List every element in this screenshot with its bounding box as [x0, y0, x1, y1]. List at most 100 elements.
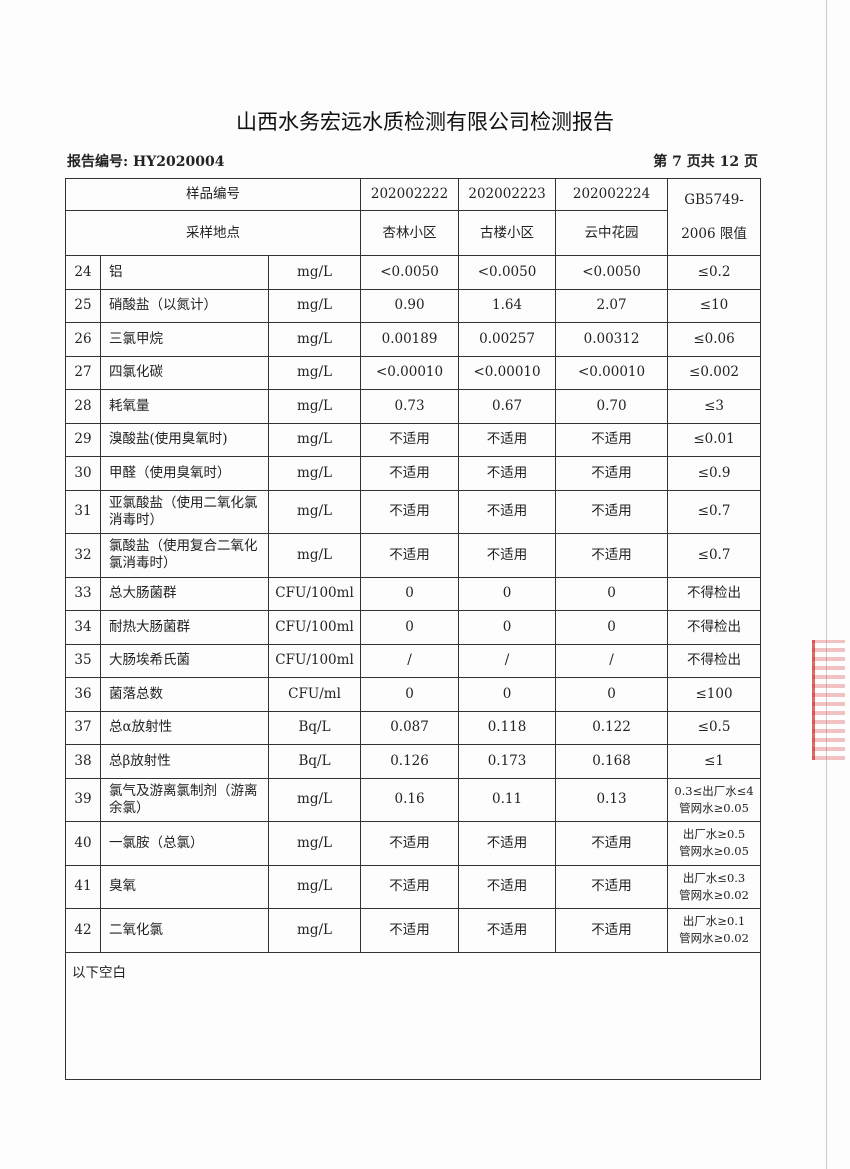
- row-number: 35: [65, 643, 101, 678]
- limit-value: 0.3≤出厂水≤4 管网水≥0.05: [667, 777, 762, 822]
- result-value: 不适用: [555, 821, 669, 866]
- results-table: 样品编号 202002222 202002223 202002224 GB574…: [64, 178, 762, 1080]
- result-value: 不适用: [458, 908, 557, 953]
- result-value: 0.168: [555, 744, 669, 779]
- result-value: 不适用: [458, 456, 557, 491]
- page-edge: [826, 0, 827, 1169]
- unit: mg/L: [267, 255, 362, 290]
- row-number: 27: [65, 355, 101, 390]
- item-name: 氯酸盐（使用复合二氧化氯消毒时）: [100, 533, 269, 578]
- result-value: /: [555, 643, 669, 678]
- item-name: 耗氧量: [100, 389, 269, 424]
- item-name: 硝酸盐（以氮计）: [100, 288, 269, 323]
- row-number: 31: [65, 489, 101, 534]
- result-value: 0: [458, 677, 557, 712]
- table-row: 33 总大肠菌群 CFU/100ml 0 0 0 不得检出: [65, 576, 762, 611]
- site-label: 采样地点: [64, 210, 362, 256]
- limit-value: 不得检出: [667, 643, 762, 678]
- site: 杏林小区: [360, 210, 460, 256]
- result-value: 不适用: [458, 533, 557, 578]
- limit-header-line: GB5749-: [684, 192, 744, 208]
- unit: mg/L: [267, 422, 362, 457]
- row-number: 41: [65, 864, 101, 909]
- result-value: <0.0050: [555, 255, 669, 290]
- row-number: 28: [65, 389, 101, 424]
- result-value: 不适用: [458, 864, 557, 909]
- item-name: 一氯胺（总氯）: [100, 821, 269, 866]
- table-row: 42 二氧化氯 mg/L 不适用 不适用 不适用 出厂水≥0.1 管网水≥0.02: [65, 908, 762, 953]
- limit-value: ≤1: [667, 744, 762, 779]
- result-value: 0.11: [458, 777, 557, 822]
- limit-value: ≤100: [667, 677, 762, 712]
- limit-value: ≤0.06: [667, 322, 762, 357]
- limit-value: ≤0.002: [667, 355, 762, 390]
- footer-note: 以下空白: [64, 951, 762, 1080]
- row-number: 36: [65, 677, 101, 712]
- result-value: 不适用: [458, 821, 557, 866]
- limit-value: ≤0.9: [667, 456, 762, 491]
- unit: mg/L: [267, 355, 362, 390]
- result-value: 不适用: [555, 456, 669, 491]
- result-value: 0: [458, 610, 557, 645]
- page-info: 第 7 页共 12 页: [653, 154, 758, 170]
- result-value: 不适用: [458, 422, 557, 457]
- result-value: 不适用: [555, 864, 669, 909]
- item-name: 三氯甲烷: [100, 322, 269, 357]
- unit: mg/L: [267, 908, 362, 953]
- red-seal-stamp: [812, 640, 845, 760]
- row-number: 24: [65, 255, 101, 290]
- limit-value: 出厂水≥0.5 管网水≥0.05: [667, 821, 762, 866]
- result-value: 0: [360, 610, 460, 645]
- item-name: 总大肠菌群: [100, 576, 269, 611]
- sample-no: 202002223: [458, 178, 557, 211]
- result-value: 0: [360, 677, 460, 712]
- table-row: 24 铝 mg/L <0.0050 <0.0050 <0.0050 ≤0.2: [65, 255, 762, 290]
- table-row: 27 四氯化碳 mg/L <0.00010 <0.00010 <0.00010 ≤0.002: [65, 355, 762, 390]
- report-number: 报告编号: HY2020004: [67, 154, 225, 170]
- result-value: <0.0050: [458, 255, 557, 290]
- result-value: 0.67: [458, 389, 557, 424]
- result-value: 0.122: [555, 710, 669, 745]
- table-row: 37 总α放射性 Bq/L 0.087 0.118 0.122 ≤0.5: [65, 710, 762, 745]
- sample-no: 202002224: [555, 178, 669, 211]
- site: 古楼小区: [458, 210, 557, 256]
- limit-value: 不得检出: [667, 576, 762, 611]
- result-value: <0.00010: [458, 355, 557, 390]
- result-value: 0: [555, 610, 669, 645]
- unit: mg/L: [267, 489, 362, 534]
- item-name: 亚氯酸盐（使用二氧化氯消毒时）: [100, 489, 269, 534]
- result-value: /: [360, 643, 460, 678]
- result-value: 不适用: [360, 422, 460, 457]
- limit-value: 出厂水≤0.3 管网水≥0.02: [667, 864, 762, 909]
- unit: CFU/100ml: [267, 643, 362, 678]
- report-title: 山西水务宏远水质检测有限公司检测报告: [236, 110, 614, 134]
- result-value: 1.64: [458, 288, 557, 323]
- limit-value: ≤0.01: [667, 422, 762, 457]
- result-value: 0: [458, 576, 557, 611]
- table-row: 30 甲醛（使用臭氧时） mg/L 不适用 不适用 不适用 ≤0.9: [65, 456, 762, 491]
- limit-value: 出厂水≥0.1 管网水≥0.02: [667, 908, 762, 953]
- item-name: 溴酸盐(使用臭氧时): [100, 422, 269, 457]
- result-value: 不适用: [360, 821, 460, 866]
- limit-value: ≤3: [667, 389, 762, 424]
- row-number: 32: [65, 533, 101, 578]
- row-number: 37: [65, 710, 101, 745]
- result-value: 0.173: [458, 744, 557, 779]
- result-value: 不适用: [360, 533, 460, 578]
- result-value: 0: [555, 677, 669, 712]
- table-row: 40 一氯胺（总氯） mg/L 不适用 不适用 不适用 出厂水≥0.5 管网水≥0.05: [65, 821, 762, 866]
- unit: Bq/L: [267, 744, 362, 779]
- row-number: 34: [65, 610, 101, 645]
- item-name: 四氯化碳: [100, 355, 269, 390]
- result-value: 0.00189: [360, 322, 460, 357]
- table-row: 29 溴酸盐(使用臭氧时) mg/L 不适用 不适用 不适用 ≤0.01: [65, 422, 762, 457]
- row-number: 38: [65, 744, 101, 779]
- result-value: 不适用: [555, 533, 669, 578]
- table-row: 31 亚氯酸盐（使用二氧化氯消毒时） mg/L 不适用 不适用 不适用 ≤0.7: [65, 489, 762, 534]
- result-value: 不适用: [360, 489, 460, 534]
- row-number: 29: [65, 422, 101, 457]
- unit: mg/L: [267, 533, 362, 578]
- item-name: 总α放射性: [100, 710, 269, 745]
- row-number: 26: [65, 322, 101, 357]
